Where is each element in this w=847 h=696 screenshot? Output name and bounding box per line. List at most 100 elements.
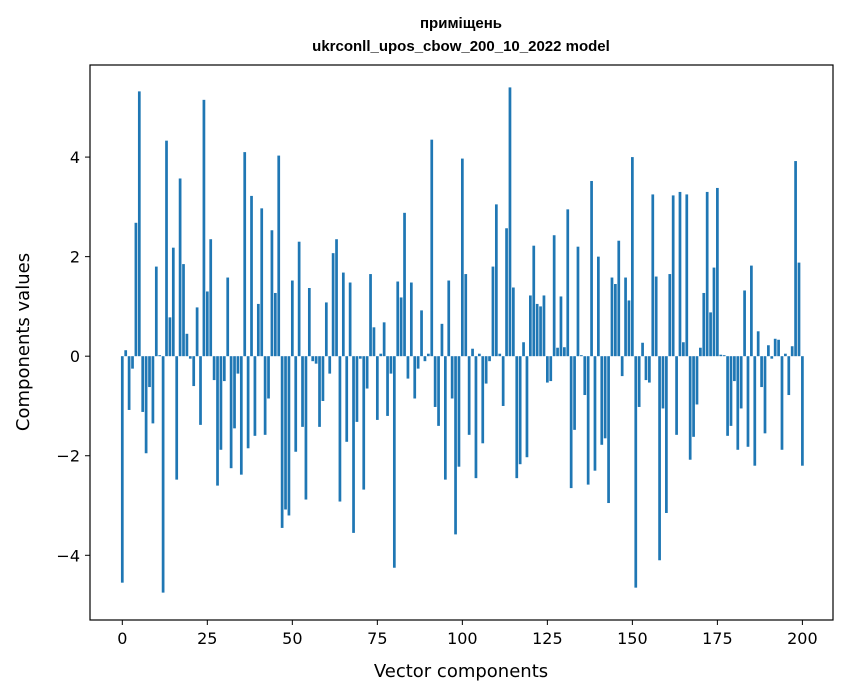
bar-23 bbox=[199, 356, 202, 425]
bar-74 bbox=[372, 327, 376, 357]
bar-9 bbox=[151, 356, 155, 424]
bar-77 bbox=[382, 322, 386, 357]
bar-131 bbox=[566, 209, 570, 357]
x-tick-label: 125 bbox=[532, 629, 563, 648]
bar-191 bbox=[770, 356, 774, 359]
bar-165 bbox=[682, 342, 685, 357]
bar-83 bbox=[403, 212, 406, 357]
bar-5 bbox=[137, 91, 141, 357]
bar-63 bbox=[335, 239, 338, 357]
bar-178 bbox=[726, 356, 729, 436]
bar-186 bbox=[753, 356, 757, 466]
bar-71 bbox=[362, 356, 366, 490]
bar-75 bbox=[375, 356, 379, 420]
bar-166 bbox=[685, 194, 689, 357]
x-tick-label: 150 bbox=[617, 629, 648, 648]
bar-115 bbox=[512, 287, 515, 357]
bar-37 bbox=[246, 356, 250, 449]
bar-114 bbox=[508, 87, 512, 357]
bar-105 bbox=[477, 353, 481, 357]
bar-99 bbox=[457, 356, 461, 467]
bar-169 bbox=[695, 356, 699, 405]
bar-80 bbox=[392, 356, 396, 568]
bar-157 bbox=[654, 276, 658, 357]
bar-123 bbox=[539, 306, 542, 357]
bar-65 bbox=[341, 272, 345, 357]
bar-42 bbox=[263, 356, 267, 435]
bar-8 bbox=[148, 356, 151, 388]
bar-43 bbox=[267, 356, 270, 399]
bar-25 bbox=[205, 291, 209, 357]
bar-160 bbox=[665, 356, 668, 513]
y-axis-label: Components values bbox=[13, 253, 34, 431]
bar-190 bbox=[767, 345, 770, 357]
bar-6 bbox=[141, 356, 145, 412]
bar-57 bbox=[314, 356, 318, 364]
bar-45 bbox=[273, 292, 277, 357]
bar-107 bbox=[484, 356, 488, 384]
bar-10 bbox=[154, 266, 158, 357]
bar-102 bbox=[467, 356, 471, 435]
bar-176 bbox=[719, 354, 723, 357]
bar-151 bbox=[634, 356, 638, 588]
bar-27 bbox=[212, 356, 216, 381]
bar-36 bbox=[243, 152, 247, 357]
bar-129 bbox=[559, 296, 563, 357]
bar-33 bbox=[233, 356, 236, 429]
bar-142 bbox=[603, 356, 607, 439]
bar-97 bbox=[450, 356, 454, 399]
bar-1 bbox=[124, 350, 128, 357]
bar-4 bbox=[134, 222, 138, 357]
bar-122 bbox=[535, 303, 539, 357]
bar-104 bbox=[474, 356, 478, 479]
bar-49 bbox=[287, 356, 291, 516]
bar-134 bbox=[576, 246, 580, 357]
bar-67 bbox=[348, 282, 352, 357]
bar-32 bbox=[229, 356, 233, 469]
bar-149 bbox=[627, 300, 631, 357]
bar-11 bbox=[158, 355, 162, 357]
bar-126 bbox=[549, 356, 553, 382]
bar-180 bbox=[733, 356, 736, 382]
bar-175 bbox=[716, 187, 719, 357]
bar-19 bbox=[185, 333, 189, 357]
bar-199 bbox=[797, 262, 801, 357]
bar-68 bbox=[352, 356, 355, 533]
bar-72 bbox=[365, 356, 369, 389]
bar-101 bbox=[464, 274, 468, 357]
bar-163 bbox=[675, 356, 678, 435]
bar-3 bbox=[131, 356, 134, 369]
bar-187 bbox=[756, 331, 760, 357]
bar-92 bbox=[433, 356, 437, 407]
bar-61 bbox=[328, 356, 332, 374]
bar-141 bbox=[600, 356, 604, 445]
bar-59 bbox=[321, 356, 325, 401]
bar-172 bbox=[705, 191, 709, 357]
bar-30 bbox=[222, 356, 226, 382]
bar-116 bbox=[515, 356, 519, 479]
bar-50 bbox=[290, 280, 294, 357]
bar-117 bbox=[518, 356, 522, 465]
bar-174 bbox=[712, 267, 716, 357]
bar-128 bbox=[556, 347, 559, 357]
bar-193 bbox=[777, 339, 780, 357]
y-tick-label: 2 bbox=[70, 248, 80, 267]
bar-195 bbox=[784, 353, 787, 357]
bar-88 bbox=[420, 310, 423, 357]
bar-24 bbox=[202, 99, 206, 357]
bar-118 bbox=[522, 342, 525, 357]
bar-183 bbox=[743, 290, 746, 357]
bar-69 bbox=[355, 356, 359, 422]
bar-179 bbox=[729, 356, 733, 426]
bar-189 bbox=[763, 356, 767, 434]
bar-164 bbox=[678, 191, 682, 357]
bar-79 bbox=[389, 356, 393, 374]
bar-109 bbox=[491, 266, 495, 357]
bar-119 bbox=[525, 356, 529, 458]
bar-194 bbox=[780, 356, 784, 450]
bar-90 bbox=[426, 353, 430, 357]
bars bbox=[120, 87, 804, 593]
bar-41 bbox=[260, 208, 264, 357]
bar-171 bbox=[702, 292, 706, 357]
